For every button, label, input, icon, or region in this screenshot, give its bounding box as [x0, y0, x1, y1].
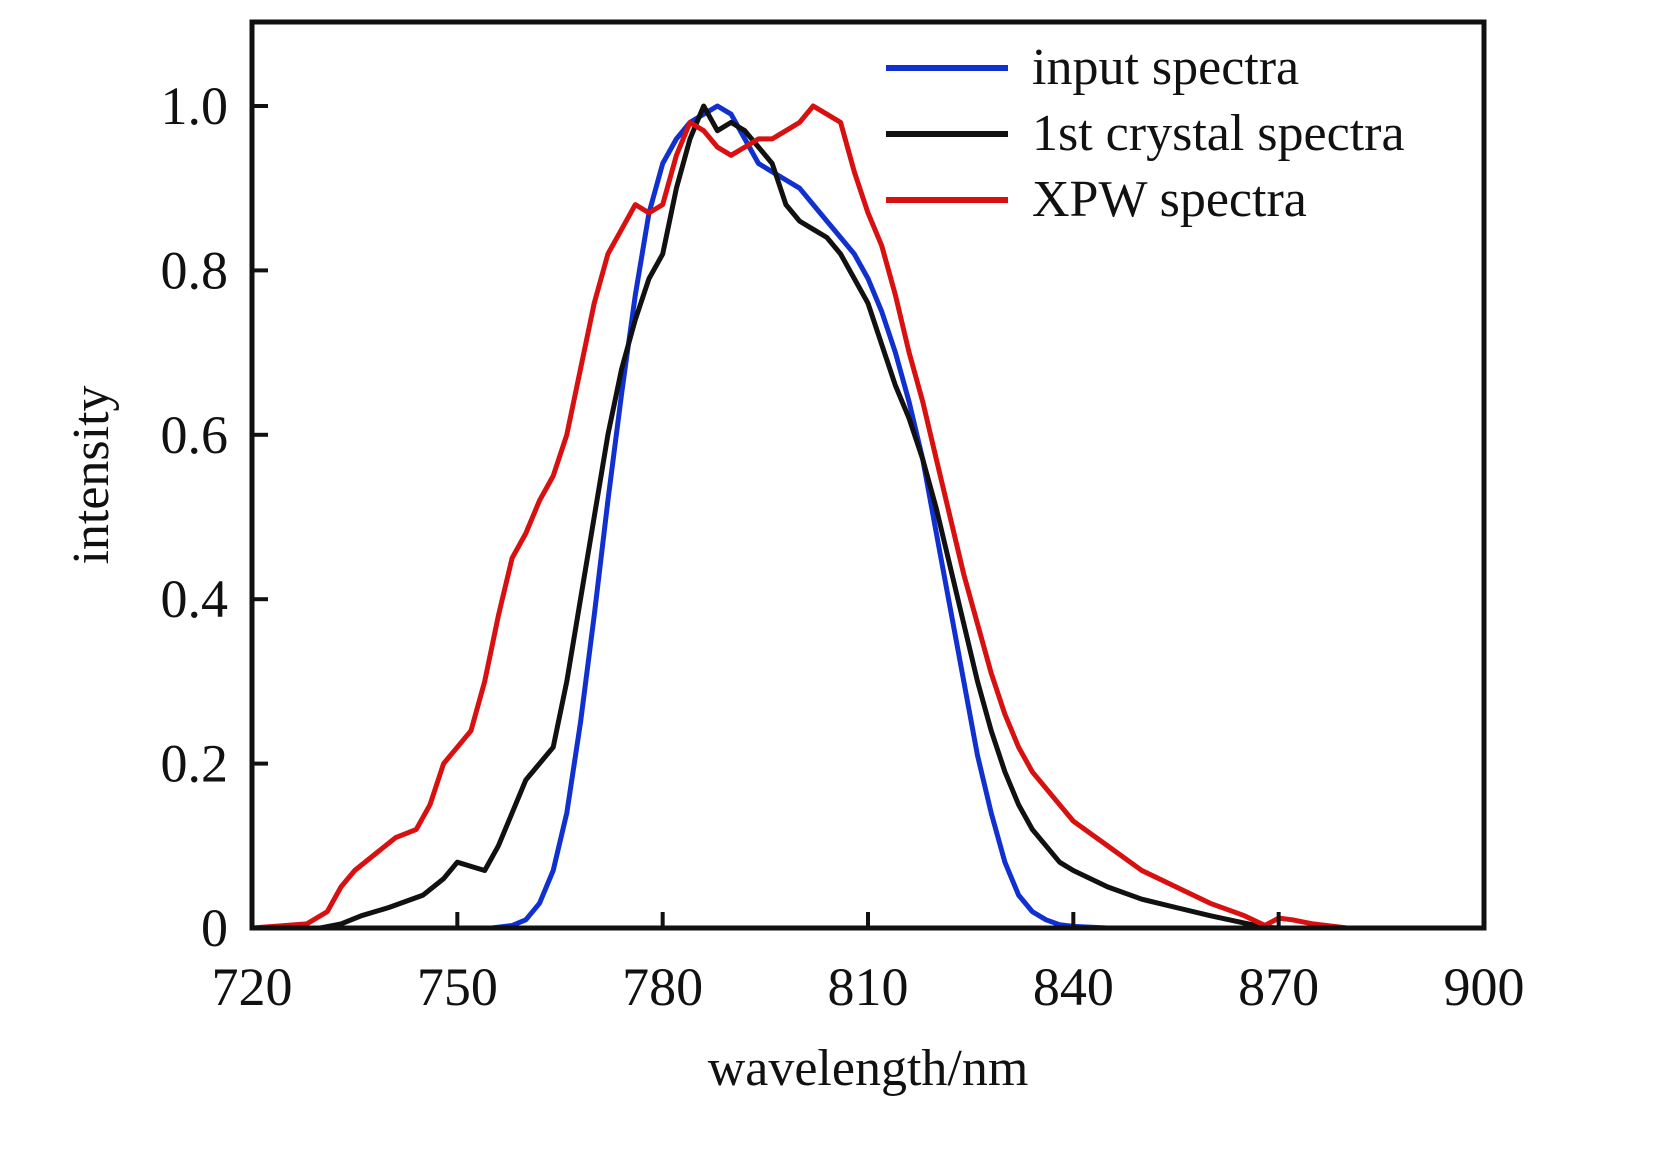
x-tick-label: 750	[417, 957, 498, 1017]
legend-label: input spectra	[1032, 39, 1299, 96]
series-line-xpw-spectra	[251, 103, 1484, 931]
legend-label: 1st crystal spectra	[1032, 105, 1405, 162]
y-tick-label: 0.6	[161, 405, 229, 465]
legend: input spectra 1st crystal spectra XPW spec…	[886, 39, 1405, 228]
x-tick-label: 810	[828, 957, 909, 1017]
ticks-layer: 720 750 780 810 840 870 900 0 0.2 0.4 0.6 0.8 1.0	[161, 76, 1525, 1017]
x-tick-label: 840	[1033, 957, 1114, 1017]
series-line-input-spectra	[252, 103, 1484, 931]
x-tick-label: 870	[1238, 957, 1319, 1017]
y-tick-label: 0.2	[161, 734, 229, 794]
x-tick-label: 780	[622, 957, 703, 1017]
y-tick-label: 0.8	[161, 240, 229, 300]
x-tick-label: 900	[1444, 957, 1525, 1017]
y-axis-label: intensity	[63, 385, 120, 564]
y-tick-label: 0.4	[161, 569, 229, 629]
x-axis-label: wavelength/nm	[708, 1040, 1029, 1097]
legend-label: XPW spectra	[1032, 171, 1307, 228]
series-line-1st-crystal-spectra	[252, 103, 1484, 931]
series-layer	[251, 103, 1484, 931]
x-tick-label: 720	[212, 957, 293, 1017]
y-tick-label: 0	[201, 898, 228, 958]
y-tick-label: 1.0	[161, 76, 229, 136]
